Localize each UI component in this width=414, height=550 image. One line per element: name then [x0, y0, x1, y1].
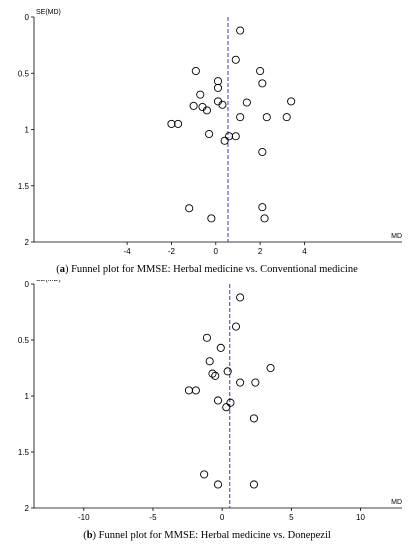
study-point: [202, 106, 211, 115]
study-point: [189, 101, 198, 110]
caption-a: (a) Funnel plot for MMSE: Herbal medicin…: [56, 264, 358, 275]
study-point: [213, 396, 223, 405]
x-tick-label: 4: [302, 247, 307, 256]
study-point: [184, 386, 193, 395]
y-tick-label: 0: [25, 280, 30, 289]
study-point: [205, 129, 214, 139]
study-point: [167, 119, 176, 128]
study-point: [260, 214, 269, 223]
y-tick-label: 0.5: [18, 69, 30, 78]
funnel-plot-a: 0 0.5 1 1.5 2 -4 -2 0 2 4 SE(MD) MD: [18, 9, 402, 256]
study-point: [225, 132, 234, 141]
study-point: [231, 55, 240, 64]
y-tick-label: 1: [25, 126, 30, 135]
study-point: [207, 214, 216, 223]
study-point: [213, 77, 223, 86]
x-tick-label: -5: [149, 513, 157, 522]
y-axis-label: SE(MD): [36, 9, 61, 16]
study-point: [226, 398, 235, 407]
x-tick-label: -2: [168, 247, 176, 256]
study-point: [208, 369, 217, 378]
study-point: [200, 470, 209, 479]
x-tick-label: 0: [220, 513, 225, 522]
study-point: [236, 378, 245, 387]
study-point: [218, 100, 227, 109]
study-point: [258, 147, 267, 157]
y-tick-label: 1: [25, 392, 30, 401]
study-point: [258, 79, 267, 88]
study-point: [191, 386, 200, 395]
study-point: [242, 98, 251, 107]
study-point: [256, 66, 265, 76]
study-point: [251, 378, 260, 387]
study-point: [185, 204, 194, 213]
x-tick-label: 2: [258, 247, 263, 256]
y-tick-label: 1.5: [18, 182, 30, 191]
study-point: [231, 322, 241, 331]
caption-b: (b) Funnel plot for MMSE: Herbal medicin…: [83, 530, 331, 541]
study-point: [249, 480, 259, 489]
study-point: [282, 113, 291, 122]
study-point: [213, 83, 223, 92]
study-point: [220, 136, 229, 145]
study-point: [236, 113, 245, 122]
study-point: [266, 363, 275, 373]
x-tick-label: 0: [214, 247, 219, 256]
y-axis-label: SE(MD): [36, 280, 61, 283]
study-point: [213, 480, 223, 489]
study-point: [202, 333, 211, 342]
y-tick-label: 0: [25, 13, 30, 22]
study-point: [236, 26, 245, 35]
x-tick-label: 10: [356, 513, 365, 522]
study-point: [222, 403, 231, 412]
study-point: [262, 113, 271, 122]
x-tick-label: -4: [124, 247, 132, 256]
x-tick-label: -10: [78, 513, 90, 522]
x-tick-label: 5: [289, 513, 294, 522]
study-point: [191, 66, 200, 76]
x-axis-label: MD: [391, 499, 402, 506]
study-point: [216, 343, 225, 352]
study-point: [211, 371, 220, 380]
y-tick-label: 0.5: [18, 336, 30, 345]
y-tick-label: 1.5: [18, 448, 30, 457]
study-point: [287, 97, 296, 106]
funnel-plot-b: 0 0.5 1 1.5 2 -10 -5 0 5 10 SE(MD) MD: [18, 280, 402, 522]
study-point: [231, 132, 240, 141]
study-point: [223, 367, 232, 376]
study-point: [236, 293, 245, 302]
study-point: [196, 90, 205, 99]
y-tick-label: 2: [25, 504, 30, 513]
study-point: [249, 414, 259, 423]
y-tick-label: 2: [25, 238, 30, 247]
study-point: [174, 119, 183, 128]
x-axis-label: MD: [391, 233, 402, 240]
study-point: [258, 203, 267, 212]
study-point: [205, 357, 214, 366]
